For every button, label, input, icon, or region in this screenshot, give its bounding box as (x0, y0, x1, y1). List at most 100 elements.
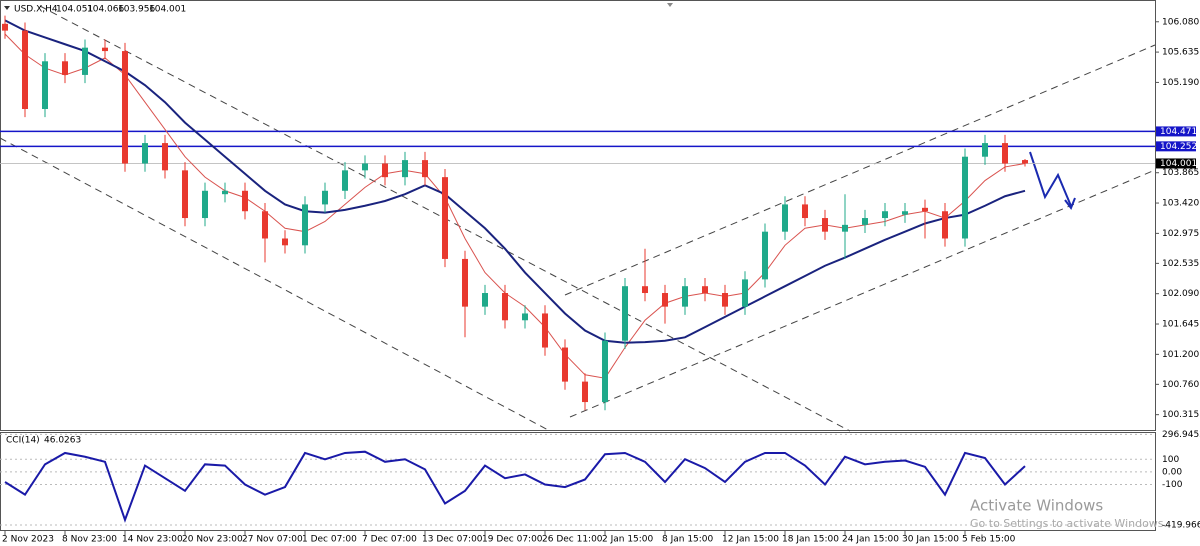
watermark-subtitle: Go to Settings to activate Windows. (970, 517, 1167, 530)
header-high: 104.066 (87, 5, 124, 15)
level-label-bg (1156, 126, 1196, 137)
candle-body (322, 190, 328, 205)
candle-body (282, 238, 288, 246)
header-low: 103.956 (118, 5, 155, 15)
candle-body (962, 156, 968, 239)
candle-body (362, 163, 368, 171)
candle-body (162, 143, 168, 171)
candle-body (582, 381, 588, 403)
candle-body (202, 190, 208, 219)
watermark-title: Activate Windows (970, 497, 1103, 515)
cci-title: CCI(14) (6, 436, 40, 446)
candle-body (842, 224, 848, 232)
candle-body (382, 163, 388, 178)
x-tick-label: 12 Jan 15:00 (722, 535, 779, 545)
y-tick-label: 296.9452 (1162, 430, 1200, 440)
collapse-icon[interactable] (4, 6, 10, 10)
y-tick-label: 105.635 (1162, 48, 1199, 58)
candle-body (902, 211, 908, 215)
y-tick-label: 100.760 (1162, 380, 1199, 390)
scroll-marker (667, 3, 673, 7)
x-tick-label: 5 Feb 15:00 (962, 535, 1016, 545)
y-tick-label: 102.090 (1162, 289, 1199, 299)
y-tick-label: 103.420 (1162, 199, 1199, 209)
candle-body (122, 51, 128, 164)
candle-body (522, 313, 528, 321)
candle-body (822, 218, 828, 232)
header-close: 104.001 (149, 5, 186, 15)
candle-body (782, 204, 788, 232)
candle-body (642, 286, 648, 294)
candle-body (562, 347, 568, 382)
candle-body (922, 207, 928, 212)
candle-body (402, 160, 408, 178)
y-tick-label: 101.645 (1162, 320, 1199, 330)
y-tick-label: 100.315 (1162, 410, 1199, 420)
header-open: 104.051 (56, 5, 93, 15)
hand-drawn-arrow (1029, 151, 1076, 211)
current-price-label: 104.001 (1160, 159, 1197, 169)
candle-body (442, 177, 448, 259)
y-tick-label: 100 (1162, 455, 1179, 465)
x-tick-label: 26 Dec 11:00 (542, 535, 603, 545)
candle-body (42, 61, 48, 109)
x-tick-label: 7 Dec 07:00 (362, 535, 417, 545)
candle-body (2, 23, 8, 31)
symbol-title: USD.X,H4 (14, 5, 58, 15)
candle-body (142, 143, 148, 164)
candle-body (482, 293, 488, 307)
candle-body (802, 204, 808, 219)
x-tick-label: 2 Nov 2023 (2, 535, 54, 545)
candle-body (502, 293, 508, 321)
level-label: 104.471 (1160, 127, 1197, 137)
candle-body (242, 190, 248, 212)
x-tick-label: 13 Dec 07:00 (422, 535, 483, 545)
trendline (564, 44, 1156, 296)
candle-body (862, 218, 868, 225)
candle-body (762, 231, 768, 280)
y-tick-label: 106.080 (1162, 17, 1199, 27)
candle-body (882, 211, 888, 219)
trendline (569, 169, 1156, 418)
trendline (0, 137, 551, 432)
x-tick-label: 24 Jan 15:00 (842, 535, 899, 545)
y-tick-label: 105.190 (1162, 78, 1199, 88)
x-tick-label: 2 Jan 15:00 (602, 535, 654, 545)
level-label-bg (1156, 141, 1196, 152)
candle-body (262, 211, 268, 239)
x-tick-label: 8 Jan 15:00 (662, 535, 714, 545)
moving-average (4, 33, 1026, 379)
cci-panel-frame (0, 432, 1156, 531)
candle-body (22, 30, 28, 109)
y-tick-label: 102.535 (1162, 259, 1199, 269)
candle-body (342, 170, 348, 191)
x-tick-label: 1 Dec 07:00 (302, 535, 357, 545)
x-tick-label: 27 Nov 07:00 (242, 535, 303, 545)
cci-current: 46.0263 (44, 436, 81, 446)
candle-body (1022, 160, 1028, 164)
candle-body (942, 211, 948, 239)
candle-body (542, 313, 548, 348)
x-tick-label: 30 Jan 15:00 (902, 535, 959, 545)
candle-body (102, 47, 108, 52)
candle-body (82, 47, 88, 75)
y-tick-label: 0.00 (1162, 467, 1182, 477)
candle-body (722, 293, 728, 307)
x-tick-label: 19 Dec 07:00 (482, 535, 543, 545)
x-tick-label: 18 Jan 15:00 (782, 535, 839, 545)
cci-line (4, 450, 1026, 523)
candle-body (622, 286, 628, 341)
x-tick-label: 8 Nov 23:00 (62, 535, 117, 545)
candle-body (702, 286, 708, 294)
y-tick-label: -419.9668 (1162, 520, 1200, 530)
y-tick-label: 101.200 (1162, 350, 1199, 360)
candle-body (222, 190, 228, 195)
moving-average (4, 19, 1026, 344)
y-tick-label: 102.975 (1162, 229, 1199, 239)
candle-body (982, 143, 988, 157)
candle-body (462, 258, 468, 307)
candle-body (662, 293, 668, 307)
current-price-bg (1156, 158, 1196, 169)
